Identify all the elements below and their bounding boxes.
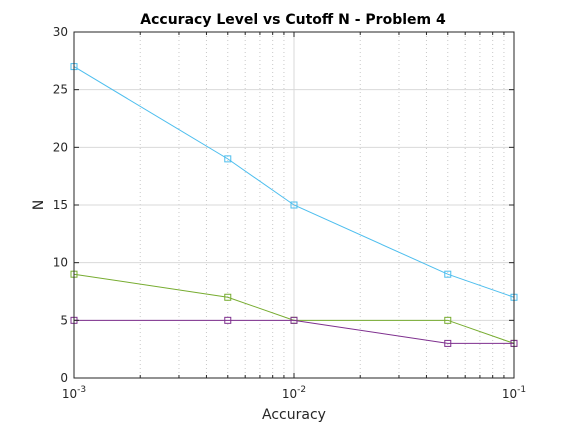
series-1	[70, 63, 518, 301]
ticks: 10-3 10-2 10-1 0 5 10 15 20 25 30	[53, 25, 526, 401]
plot-area	[70, 63, 518, 347]
data-point-marker	[290, 316, 298, 324]
y-tick-label: 10	[53, 256, 68, 270]
data-point-marker	[224, 316, 232, 324]
data-point-marker	[444, 270, 452, 278]
data-point-marker	[224, 293, 232, 301]
series-line	[74, 319, 514, 344]
x-tick-label: 10-1	[502, 385, 526, 401]
x-axis-label: Accuracy	[262, 407, 326, 423]
series-line	[73, 66, 515, 298]
y-tick-label: 15	[53, 198, 68, 212]
data-point-marker	[290, 201, 298, 209]
data-point-marker	[224, 155, 232, 163]
data-point-marker	[444, 339, 452, 347]
x-tick-label: 10-2	[282, 385, 306, 401]
chart-title: Accuracy Level vs Cutoff N - Problem 4	[140, 12, 446, 28]
y-tick-label: 0	[60, 371, 68, 385]
y-tick-label: 5	[60, 313, 68, 327]
y-axis-label: N	[31, 200, 47, 210]
y-tick-label: 25	[53, 83, 68, 97]
x-tick-label: 10-3	[62, 385, 86, 401]
y-tick-label: 30	[53, 25, 68, 39]
y-tick-label: 20	[53, 140, 68, 154]
data-point-marker	[444, 316, 452, 324]
